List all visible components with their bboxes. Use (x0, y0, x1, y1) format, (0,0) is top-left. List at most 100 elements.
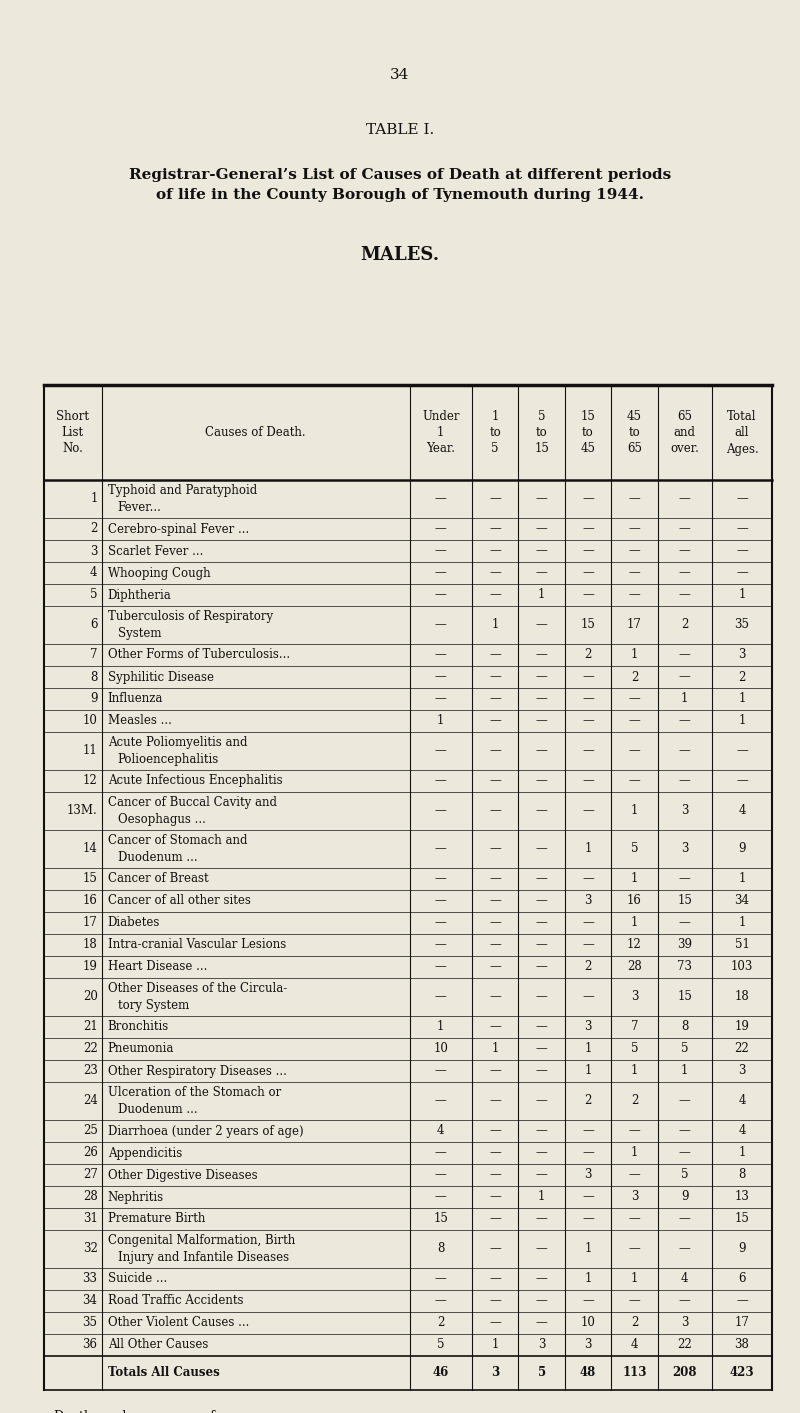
Text: —: — (490, 917, 501, 930)
Text: 12: 12 (627, 938, 642, 951)
Text: —: — (435, 1169, 446, 1181)
Text: 1: 1 (738, 692, 746, 705)
Text: 12: 12 (83, 774, 98, 787)
Text: 1: 1 (437, 715, 445, 728)
Text: —: — (435, 493, 446, 506)
Text: 33: 33 (82, 1273, 98, 1286)
Text: —: — (679, 1146, 690, 1160)
Text: 15
to
45: 15 to 45 (581, 410, 595, 455)
Text: —: — (629, 692, 640, 705)
Text: 1: 1 (584, 1273, 592, 1286)
Text: —: — (679, 1242, 690, 1256)
Text: Oesophagus ...: Oesophagus ... (118, 812, 206, 825)
Text: —: — (435, 649, 446, 661)
Text: —: — (536, 1294, 547, 1307)
Text: —: — (435, 523, 446, 536)
Text: —: — (490, 1273, 501, 1286)
Text: —: — (629, 1169, 640, 1181)
Text: 5: 5 (630, 842, 638, 855)
Text: 15: 15 (434, 1212, 448, 1225)
Text: —: — (490, 1191, 501, 1204)
Text: 10: 10 (82, 715, 98, 728)
Text: —: — (490, 1294, 501, 1307)
Text: Cancer of Breast: Cancer of Breast (107, 872, 208, 886)
Text: 11: 11 (83, 745, 98, 757)
Text: —: — (536, 1273, 547, 1286)
Text: —: — (679, 567, 690, 579)
Text: —: — (679, 588, 690, 602)
Text: —: — (736, 745, 748, 757)
Text: 15: 15 (678, 894, 692, 907)
Text: 19: 19 (82, 961, 98, 974)
Text: 1: 1 (630, 917, 638, 930)
Text: 4: 4 (437, 1125, 445, 1137)
Text: 9: 9 (738, 1242, 746, 1256)
Text: 1: 1 (630, 1146, 638, 1160)
Text: 3: 3 (738, 1064, 746, 1078)
Text: 28: 28 (83, 1191, 98, 1204)
Text: 1: 1 (491, 1338, 499, 1351)
Text: 4: 4 (681, 1273, 689, 1286)
Text: 1: 1 (630, 872, 638, 886)
Text: —: — (435, 567, 446, 579)
Text: —: — (490, 745, 501, 757)
Text: Other Digestive Diseases: Other Digestive Diseases (107, 1169, 258, 1181)
Text: 73: 73 (678, 961, 692, 974)
Text: —: — (679, 1095, 690, 1108)
Text: —: — (490, 493, 501, 506)
Text: 22: 22 (83, 1043, 98, 1056)
Text: 31: 31 (82, 1212, 98, 1225)
Text: Cancer of Buccal Cavity and: Cancer of Buccal Cavity and (107, 796, 277, 808)
Text: 18: 18 (734, 991, 750, 1003)
Text: —: — (536, 804, 547, 818)
Text: 1: 1 (630, 804, 638, 818)
Text: 9: 9 (738, 842, 746, 855)
Text: 2: 2 (630, 1095, 638, 1108)
Text: Duodenum ...: Duodenum ... (118, 1104, 198, 1116)
Text: —: — (490, 961, 501, 974)
Text: Syphilitic Disease: Syphilitic Disease (107, 671, 214, 684)
Text: —: — (582, 523, 594, 536)
Text: 1: 1 (584, 1064, 592, 1078)
Text: —: — (679, 649, 690, 661)
Text: Bronchitis: Bronchitis (107, 1020, 169, 1033)
Text: Diphtheria: Diphtheria (107, 588, 171, 602)
Text: 24: 24 (82, 1095, 98, 1108)
Text: Polioencephalitis: Polioencephalitis (118, 753, 219, 766)
Text: 14: 14 (82, 842, 98, 855)
Text: —: — (582, 1191, 594, 1204)
Text: Cerebro-spinal Fever ...: Cerebro-spinal Fever ... (107, 523, 249, 536)
Text: 5: 5 (538, 1366, 546, 1379)
Text: —: — (536, 1317, 547, 1330)
Text: 1
to
5: 1 to 5 (490, 410, 501, 455)
Text: —: — (435, 588, 446, 602)
Text: —: — (536, 1169, 547, 1181)
Text: 17: 17 (82, 917, 98, 930)
Text: 1: 1 (681, 692, 689, 705)
Text: 1: 1 (491, 1043, 499, 1056)
Text: —: — (435, 1064, 446, 1078)
Text: Duodenum ...: Duodenum ... (118, 851, 198, 863)
Text: 2: 2 (584, 649, 592, 661)
Text: 3: 3 (738, 649, 746, 661)
Text: —: — (582, 745, 594, 757)
Text: 3: 3 (681, 1317, 689, 1330)
Text: 16: 16 (627, 894, 642, 907)
Text: Premature Birth: Premature Birth (107, 1212, 205, 1225)
Text: —: — (536, 745, 547, 757)
Text: 23: 23 (82, 1064, 98, 1078)
Text: Causes of Death.: Causes of Death. (206, 425, 306, 439)
Text: —: — (582, 872, 594, 886)
Text: —: — (435, 872, 446, 886)
Text: —: — (490, 774, 501, 787)
Text: 3: 3 (681, 842, 689, 855)
Text: —: — (536, 671, 547, 684)
Text: 1: 1 (584, 1043, 592, 1056)
Text: —: — (679, 715, 690, 728)
Text: —: — (490, 938, 501, 951)
Text: 34: 34 (734, 894, 750, 907)
Text: Suicide ...: Suicide ... (107, 1273, 167, 1286)
Text: 15: 15 (734, 1212, 750, 1225)
Text: —: — (582, 1212, 594, 1225)
Text: 46: 46 (433, 1366, 449, 1379)
